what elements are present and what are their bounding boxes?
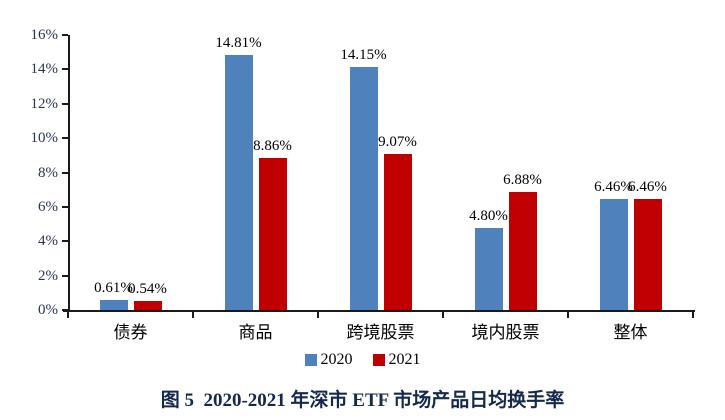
y-axis-tick-label: 10% <box>30 130 59 147</box>
bar-value-label: 8.86% <box>253 137 292 154</box>
y-axis-tick-mark <box>62 309 68 311</box>
y-axis-tick-label: 6% <box>38 198 58 215</box>
x-axis-tick-mark <box>317 312 319 318</box>
y-axis-tick-label: 12% <box>30 95 59 112</box>
legend-label: 2021 <box>388 351 421 368</box>
x-axis-tick-mark <box>67 312 69 318</box>
legend-item-2020: 2020 <box>304 351 353 369</box>
y-axis-tick-label: 0% <box>38 302 58 318</box>
bar-2021-整体 <box>633 198 662 310</box>
bar-value-label: 0.61% <box>94 279 133 296</box>
legend-swatch-icon <box>372 354 385 366</box>
bar-value-label: 14.15% <box>340 46 387 63</box>
bar-2020-境内股票 <box>474 227 503 310</box>
y-axis-tick-mark <box>62 68 68 71</box>
x-axis-line <box>63 310 695 312</box>
legend-label: 2020 <box>320 351 353 368</box>
legend-swatch-icon <box>304 354 317 366</box>
x-axis-tick-mark <box>692 312 694 318</box>
category-label: 商品 <box>238 323 273 342</box>
y-axis-tick-label: 4% <box>38 233 58 250</box>
y-axis-line <box>68 35 70 312</box>
bar-2021-境内股票 <box>508 191 537 310</box>
bar-2021-商品 <box>258 157 287 310</box>
bar-value-label: 9.07% <box>378 134 417 151</box>
y-axis-tick-label: 16% <box>30 27 59 43</box>
bar-value-label: 6.46% <box>628 178 667 195</box>
y-axis-tick-mark <box>62 137 68 140</box>
y-axis-tick-label: 2% <box>38 267 58 284</box>
bar-2021-债券 <box>133 300 162 310</box>
y-axis-tick-mark <box>62 102 68 105</box>
bar-2020-跨境股票 <box>349 66 378 310</box>
bar-value-label: 14.81% <box>215 35 262 52</box>
x-axis-tick-mark <box>567 312 569 318</box>
bar-value-label: 6.88% <box>503 171 542 188</box>
y-axis-tick-mark <box>62 240 68 243</box>
bar-2020-商品 <box>224 55 253 310</box>
figure-caption: 图 5 2020-2021 年深市 ETF 市场产品日均换手率 <box>160 390 565 411</box>
category-label: 跨境股票 <box>346 323 415 342</box>
y-axis-tick-label: 14% <box>30 61 59 78</box>
y-axis-tick-label: 8% <box>38 164 58 181</box>
y-axis-tick-mark <box>62 205 68 208</box>
bar-2020-整体 <box>599 198 628 310</box>
x-axis-tick-mark <box>192 312 194 318</box>
bar-value-label: 0.54% <box>128 280 167 297</box>
x-axis-tick-mark <box>442 312 444 318</box>
legend-item-2021: 2021 <box>372 351 421 369</box>
bar-2020-债券 <box>99 299 128 310</box>
y-axis-tick-mark <box>62 34 68 36</box>
y-axis-tick-mark <box>62 274 68 277</box>
y-axis-tick-mark <box>62 171 68 174</box>
bar-value-label: 4.80% <box>469 207 508 224</box>
chart-legend: 2020 2021 <box>0 351 725 369</box>
bar-2021-跨境股票 <box>383 154 412 310</box>
category-label: 境内股票 <box>471 323 540 342</box>
category-label: 整体 <box>613 323 648 342</box>
category-label: 债券 <box>113 323 148 342</box>
bar-value-label: 6.46% <box>594 178 633 195</box>
